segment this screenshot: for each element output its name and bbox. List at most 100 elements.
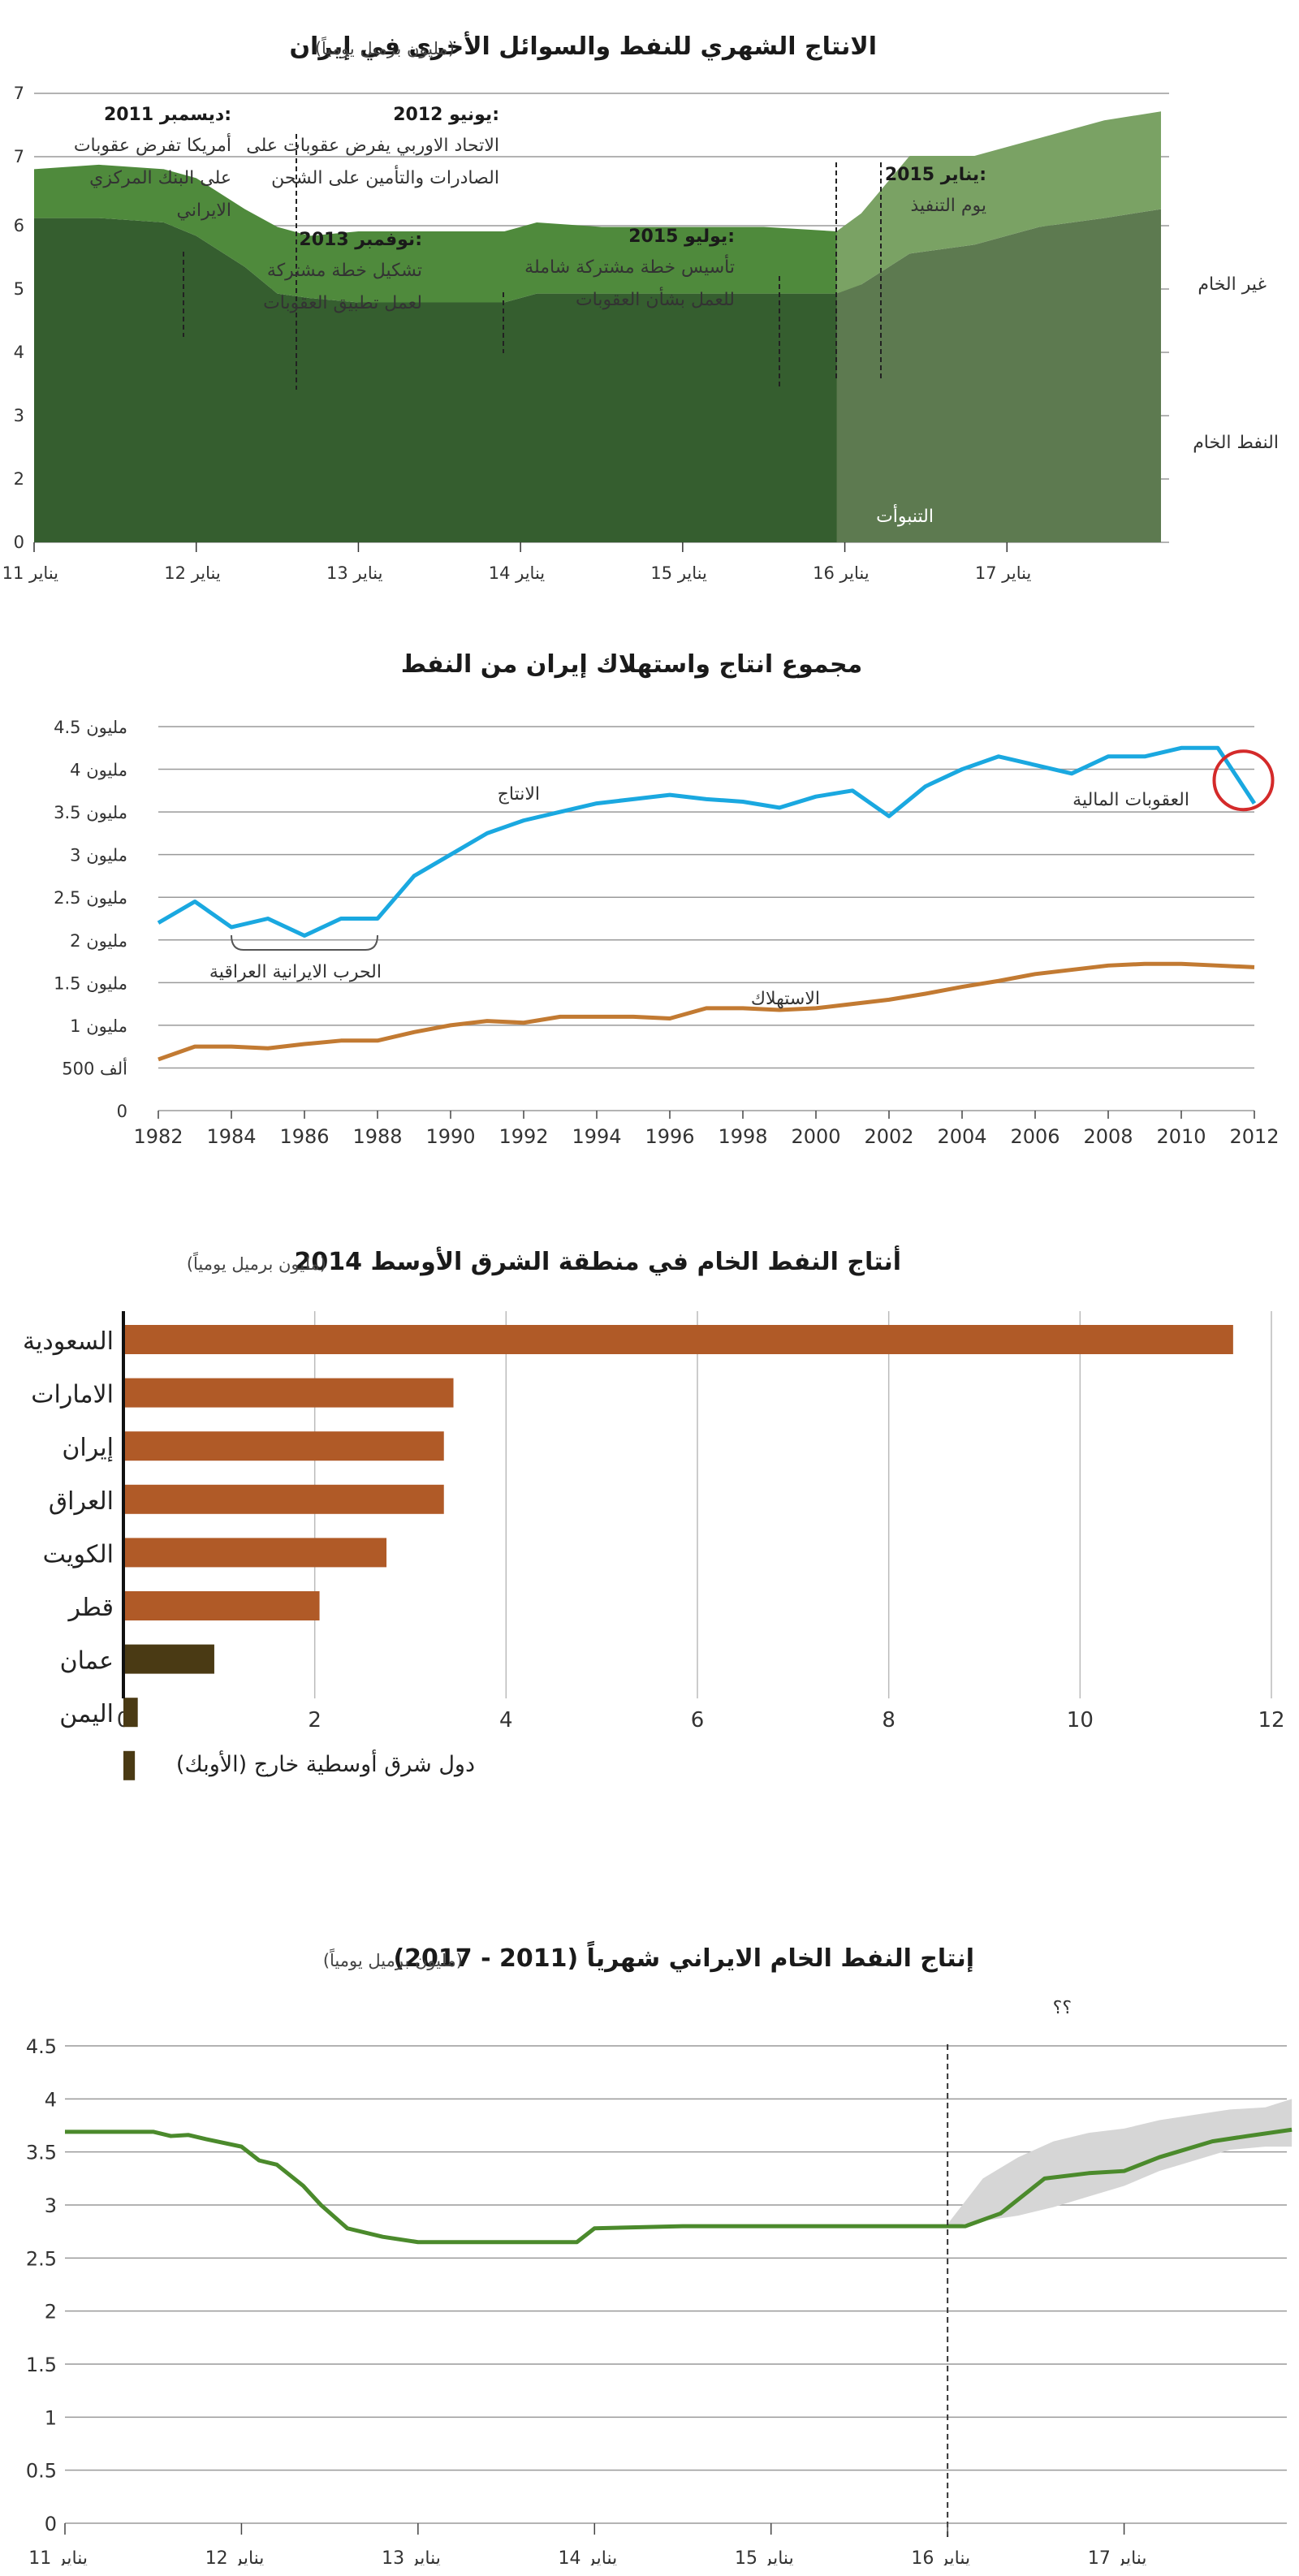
x-tick-label: 2002 [864,1125,913,1148]
y-tick-label: 3.5 مليون [54,803,127,822]
y-tick-label: 0.5 [26,2460,57,2483]
annotation-heading: نوفمبر 2013: [299,230,422,250]
chart2-grid: 0 500 ألف 1 مليون 1.5 مليون 2 مليون 2.5 مليون… [54,718,1254,1121]
x-tick-label: 2012 [1229,1125,1279,1148]
x-tick-label: 1988 [352,1125,402,1148]
x-tick-label: 17 يناير [975,563,1032,583]
x-tick-label: 2006 [1010,1125,1059,1148]
x-tick-label: 2000 [791,1125,840,1148]
x-tick-label: 1984 [206,1125,256,1148]
annotation-line: تأسيس خطة مشتركة شاملة [524,254,735,278]
x-tick-label: 11 يناير [28,2548,88,2565]
chart2-lines [157,745,1275,1062]
bar [123,1431,444,1461]
bar [123,1750,136,1780]
y-tick-label: 2 [14,469,24,489]
war-bracket [231,934,378,951]
x-tick-label: 1996 [645,1125,694,1148]
series-label-noncrude: غير الخام [1198,274,1267,295]
chart4-grid: 0 0.5 1 1.5 2 2.5 3 3.5 4 4.5 [26,2035,1287,2535]
chart3-grid: 024681012 [117,1311,1285,1732]
x-tick-label: 15 يناير [735,2548,794,2565]
annotation-heading: يناير 2015: [885,165,986,185]
production-label: الانتاج [498,784,540,805]
annotation-heading: يونيو 2012: [393,105,499,125]
x-tick-label: 1992 [498,1125,548,1148]
y-tick-label: 1 مليون [70,1016,127,1036]
middle-east-crude-bar-chart: أنتاج النفط الخام في منطقة الشرق الأوسط … [23,1245,1285,1780]
consumption-label: الاستهلاك [751,989,820,1009]
chart1-annotations: ديسمبر 2011: أمريكا تفرض عقوبات على البنك … [74,105,986,390]
chart4-unit: (مليون برميل يومياً) [323,1948,463,1970]
y-tick-label: 0 [45,2513,57,2535]
series-line [157,745,1257,938]
chart4-title: إنتاج النفط الخام الايراني شهرياً (2011 … [393,1940,974,1973]
x-tick-label: 2010 [1156,1125,1206,1148]
y-tick-label: 4 مليون [70,761,127,780]
x-tick-label: 2 [308,1708,322,1732]
bar [123,1538,387,1568]
y-tick-label: 1 [45,2406,57,2429]
war-annotation: الحرب الايرانية العراقية [209,962,382,982]
chart1-unit: (مليون برميل يومياً) [315,36,455,58]
x-tick-label: 8 [882,1708,895,1732]
x-tick-label: 1990 [425,1125,475,1148]
y-tick-label: 0 [117,1102,127,1121]
x-tick-label: 1994 [572,1125,621,1148]
y-tick-label: 2.5 [26,2247,57,2270]
annotation-line: الاتحاد الاوربي يفرض عقوبات على [246,136,499,156]
x-tick-label: 11 يناير [2,563,59,583]
annotation-line: لعمل تطبيق العقوبات [263,293,422,313]
x-tick-label: 1982 [133,1125,183,1148]
category-label: الامارات [31,1381,114,1409]
category-label: الكويت [43,1540,114,1568]
x-tick-label: 13 يناير [326,563,383,583]
y-tick-label: 2 مليون [70,931,127,951]
iran-monthly-crude-line-chart: إنتاج النفط الخام الايراني شهرياً (2011 … [26,1940,1293,2565]
y-tick-label: 6 [14,216,24,235]
y-tick-label: 4.5 مليون [54,718,127,737]
x-tick-label: 4 [499,1708,513,1732]
bar [123,1591,320,1620]
x-tick-label: 16 يناير [911,2548,970,2565]
category-label: السعودية [23,1327,114,1356]
x-tick-label: 14 يناير [489,563,546,583]
y-tick-label: 3 [45,2194,57,2217]
chart3-bars: السعودية الامارات إيران العراق الكويت قطر عمان… [23,1325,1233,1780]
x-tick-label: 1998 [718,1125,767,1148]
x-tick-label: 2004 [937,1125,986,1148]
category-label: إيران [62,1434,114,1462]
chart4-lines [64,2044,1293,2539]
annotation-heading: يوليو 2015: [628,227,735,247]
sanctions-annotation: العقوبات المالية [1072,790,1189,810]
x-tick-label: 2008 [1083,1125,1133,1148]
bar [123,1698,138,1728]
y-tick-label: 2 [45,2301,57,2324]
annotation-line: الايراني [177,201,232,221]
x-tick-label: 13 يناير [382,2548,441,2565]
y-tick-label: 500 ألف [62,1057,127,1078]
annotation-line: الصادرات والتأمين على الشحن [271,165,499,188]
y-tick-label: 0 [14,533,24,552]
x-tick-label: 10 [1067,1708,1094,1732]
category-label: عمان [60,1647,114,1676]
annotation-line: على البنك المركزي [89,168,231,188]
annotation-line: يوم التنفيذ [910,196,986,216]
bar [123,1325,1233,1354]
series-label-crude: النفط الخام [1193,433,1279,453]
annotation-line: أمريكا تفرض عقوبات [74,133,231,156]
category-label: قطر [67,1594,114,1622]
x-tick-label: 14 يناير [559,2548,618,2565]
x-tick-label: 12 يناير [205,2548,265,2565]
chart3-title: أنتاج النفط الخام في منطقة الشرق الأوسط … [295,1245,902,1276]
chart1-axes: 11 يناير 12 يناير 13 يناير 14 يناير 15 يناير… [2,542,1032,583]
y-tick-label: 3 مليون [70,846,127,865]
y-tick-label: 3.5 [26,2142,57,2164]
sanctions-highlight-circle [1212,749,1275,812]
chart3-unit: (مليون برميل يومياً) [187,1251,326,1274]
x-tick-label: 15 يناير [650,563,707,583]
annotation-line: تشكيل خطة مشتركة [267,261,422,281]
production-consumption-line-chart: مجموع انتاج واستهلاك إيران من النفط 0 500… [54,650,1279,1148]
x-tick-label: 1986 [279,1125,329,1148]
forecast-band [947,2099,1293,2227]
